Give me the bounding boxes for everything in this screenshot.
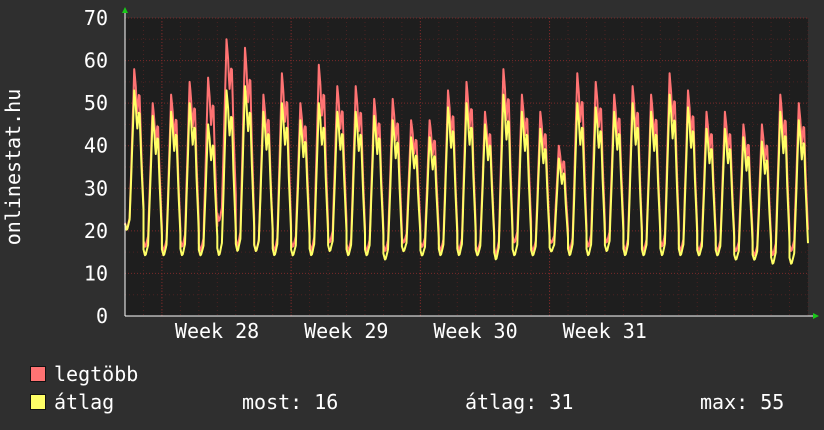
line-chart: 0 10 20 30 40 50 60 70 Week 28 Week 29 Week 30 Week… xyxy=(1,6,819,343)
x-tick-label: Week 31 xyxy=(563,319,647,343)
legend-swatch-avg xyxy=(30,394,46,410)
x-tick-label: Week 29 xyxy=(304,319,388,343)
y-tick-label: 30 xyxy=(84,176,108,200)
legend-swatch-max xyxy=(30,366,46,382)
y-tick-label: 50 xyxy=(84,91,108,115)
y-axis-label: onlinestat.hu xyxy=(1,89,25,246)
legend-entry-avg: átlag xyxy=(30,390,114,414)
x-tick-label: Week 28 xyxy=(175,319,259,343)
y-tick-label: 40 xyxy=(84,134,108,158)
x-axis-arrow xyxy=(813,313,819,319)
y-axis-arrow xyxy=(122,7,128,13)
y-tick-label: 70 xyxy=(84,6,108,30)
y-tick-label: 20 xyxy=(84,219,108,243)
stat-now: most: 16 xyxy=(242,390,339,414)
legend-label-avg: átlag xyxy=(54,390,115,414)
y-tick-label: 60 xyxy=(84,49,108,73)
stat-max: max: 55 xyxy=(700,390,785,414)
series-line-avg xyxy=(124,85,809,265)
legend-entry-max: legtöbb xyxy=(30,362,138,386)
legend-label-max: legtöbb xyxy=(54,362,139,386)
stat-average: átlag: 31 xyxy=(465,390,574,414)
y-tick-label: 0 xyxy=(96,304,108,328)
x-tick-label: Week 30 xyxy=(433,319,517,343)
y-tick-label: 10 xyxy=(84,261,108,285)
